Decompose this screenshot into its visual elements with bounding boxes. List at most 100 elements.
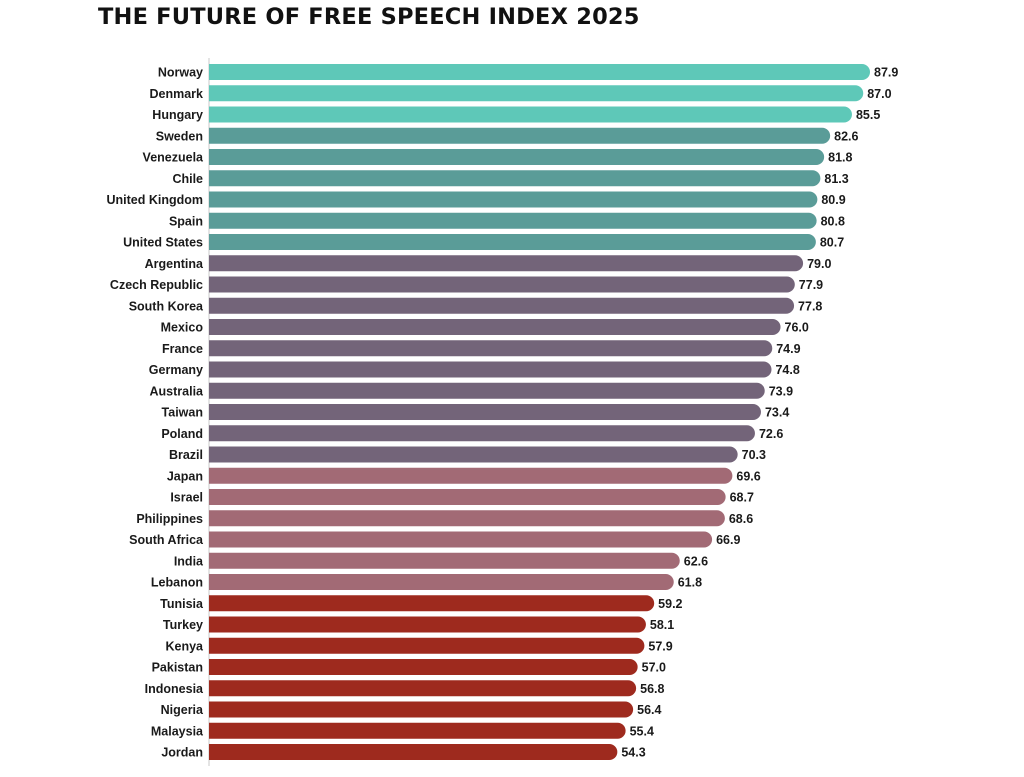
bar-tunisia — [209, 595, 655, 612]
bar-south-africa — [209, 531, 713, 548]
country-label: Mexico — [161, 321, 204, 335]
value-label: 87.9 — [874, 66, 898, 80]
country-label: Venezuela — [143, 151, 204, 165]
bar-denmark — [209, 85, 864, 102]
bar-taiwan — [209, 404, 761, 420]
value-label: 82.6 — [834, 129, 858, 143]
country-label: Turkey — [163, 618, 203, 632]
value-label: 80.7 — [820, 236, 844, 250]
bar-chile — [209, 170, 821, 187]
bars-layer: Norway 87.9 Denmark 87.0 Hungary 85.5 Sweden 82… — [106, 64, 898, 760]
country-label: Israel — [170, 491, 203, 505]
bar-united-kingdom — [209, 191, 818, 208]
bar-united-states — [209, 234, 816, 250]
country-label: France — [162, 342, 203, 356]
country-label: Norway — [158, 66, 203, 80]
country-label: Nigeria — [161, 703, 204, 717]
country-label: Kenya — [165, 639, 204, 653]
country-label: Argentina — [145, 257, 204, 271]
bar-indonesia — [209, 680, 637, 697]
bar-poland — [209, 425, 755, 442]
value-label: 76.0 — [785, 321, 809, 335]
value-label: 79.0 — [807, 257, 831, 271]
value-label: 73.9 — [769, 384, 793, 398]
bar-japan — [209, 467, 733, 484]
value-label: 56.4 — [637, 703, 661, 717]
value-label: 87.0 — [867, 87, 891, 101]
country-label: Denmark — [150, 87, 204, 101]
bar-nigeria — [209, 701, 634, 718]
country-label: Germany — [149, 363, 203, 377]
country-label: United States — [123, 236, 203, 250]
country-label: Chile — [172, 172, 203, 186]
value-label: 62.6 — [684, 554, 708, 568]
value-label: 58.1 — [650, 618, 674, 632]
country-label: Jordan — [161, 746, 203, 760]
bar-czech-republic — [209, 276, 795, 293]
bar-india — [209, 552, 680, 569]
country-label: Lebanon — [151, 576, 203, 590]
value-label: 69.6 — [736, 469, 760, 483]
bar-lebanon — [209, 574, 674, 590]
bar-hungary — [209, 106, 852, 123]
value-label: 56.8 — [640, 682, 664, 696]
value-label: 55.4 — [630, 724, 654, 738]
value-label: 81.8 — [828, 151, 852, 165]
chart-title: THE FUTURE OF FREE SPEECH INDEX 2025 — [98, 4, 640, 30]
country-label: South Africa — [129, 533, 204, 547]
bar-argentina — [209, 255, 804, 272]
country-label: Poland — [161, 427, 203, 441]
country-label: Australia — [150, 384, 205, 398]
value-label: 80.8 — [821, 214, 845, 228]
bar-norway — [209, 64, 871, 80]
bar-philippines — [209, 510, 725, 527]
bar-malaysia — [209, 722, 626, 739]
country-label: Sweden — [156, 129, 203, 143]
value-label: 59.2 — [658, 597, 682, 611]
bar-spain — [209, 212, 817, 229]
value-label: 74.9 — [776, 342, 800, 356]
value-label: 74.8 — [775, 363, 799, 377]
value-label: 77.9 — [799, 278, 823, 292]
value-label: 68.6 — [729, 512, 753, 526]
value-label: 57.0 — [642, 661, 666, 675]
country-label: India — [174, 554, 204, 568]
country-label: Philippines — [136, 512, 203, 526]
bar-israel — [209, 489, 726, 505]
bar-france — [209, 340, 773, 357]
value-label: 61.8 — [678, 576, 702, 590]
country-label: United Kingdom — [106, 193, 203, 207]
country-label: Taiwan — [162, 406, 203, 420]
value-label: 77.8 — [798, 299, 822, 313]
value-label: 73.4 — [765, 406, 789, 420]
bar-south-korea — [209, 297, 795, 314]
country-label: Hungary — [152, 108, 203, 122]
value-label: 57.9 — [648, 639, 672, 653]
bar-turkey — [209, 616, 646, 633]
country-label: Tunisia — [160, 597, 204, 611]
country-label: Pakistan — [152, 661, 203, 675]
bar-brazil — [209, 446, 738, 463]
value-label: 85.5 — [856, 108, 880, 122]
country-label: Indonesia — [145, 682, 204, 696]
country-label: Czech Republic — [110, 278, 203, 292]
bar-kenya — [209, 637, 645, 654]
value-label: 70.3 — [742, 448, 766, 462]
country-label: Malaysia — [151, 724, 204, 738]
country-label: South Korea — [129, 299, 204, 313]
value-label: 54.3 — [621, 746, 645, 760]
bar-sweden — [209, 127, 831, 144]
country-label: Spain — [169, 214, 203, 228]
bar-germany — [209, 361, 772, 378]
bar-venezuela — [209, 149, 825, 165]
bar-pakistan — [209, 659, 638, 675]
value-label: 72.6 — [759, 427, 783, 441]
bar-mexico — [209, 319, 781, 335]
bar-australia — [209, 382, 765, 399]
value-label: 80.9 — [821, 193, 845, 207]
value-label: 68.7 — [730, 491, 754, 505]
value-label: 81.3 — [824, 172, 848, 186]
bar-jordan — [209, 744, 618, 760]
country-label: Brazil — [169, 448, 203, 462]
